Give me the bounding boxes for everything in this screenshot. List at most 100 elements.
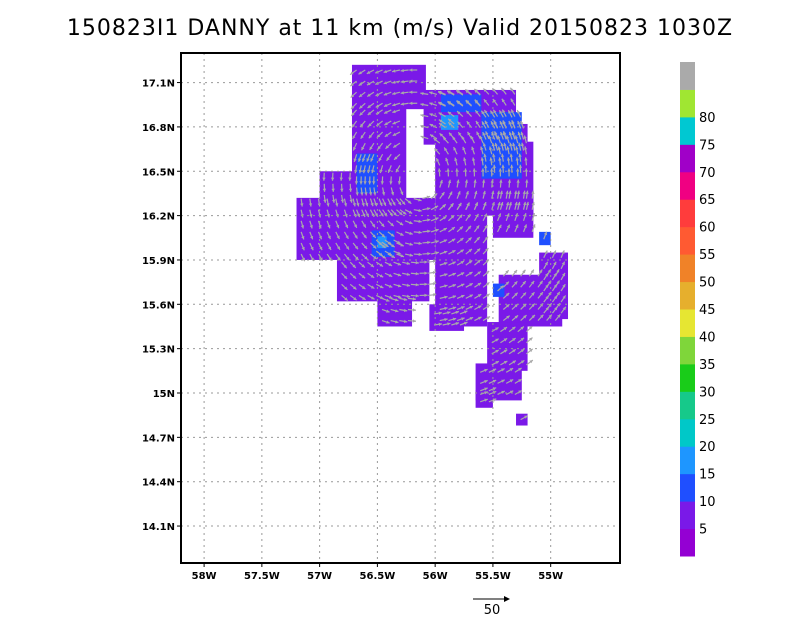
wind-vector-269 bbox=[343, 220, 349, 229]
wind-vector-370 bbox=[393, 272, 402, 277]
wind-vector-298 bbox=[387, 231, 395, 238]
wind-vector-336 bbox=[331, 183, 335, 192]
wind-vector-131 bbox=[381, 187, 386, 196]
wind-vector-521 bbox=[560, 306, 567, 314]
wind-vector-546 bbox=[459, 310, 468, 315]
wind-vector-1 bbox=[350, 91, 358, 98]
wind-vector-34 bbox=[420, 113, 429, 118]
wind-vector-311 bbox=[404, 220, 413, 225]
wind-vector-281 bbox=[361, 220, 367, 228]
wind-vector-457 bbox=[496, 190, 501, 199]
wind-vector-234 bbox=[523, 146, 528, 155]
wind-vector-639 bbox=[517, 131, 522, 140]
wind-vector-163 bbox=[435, 157, 441, 166]
wind-vector-558 bbox=[508, 326, 516, 333]
wind-vector-301 bbox=[387, 198, 393, 206]
wind-vector-342 bbox=[348, 183, 353, 192]
wind-vector-556 bbox=[508, 348, 517, 355]
wind-vector-363 bbox=[375, 261, 384, 267]
wind-vector-601 bbox=[393, 239, 401, 245]
wind-vector-7 bbox=[358, 69, 366, 75]
wind-vector-120 bbox=[373, 198, 378, 207]
wind-vector-423 bbox=[465, 294, 474, 299]
wind-vector-237 bbox=[300, 242, 305, 251]
wind-vector-553 bbox=[500, 337, 508, 344]
wind-vector-407 bbox=[448, 226, 456, 233]
wind-vector-213 bbox=[497, 146, 502, 155]
wind-vector-330 bbox=[430, 205, 439, 211]
wind-vector-148 bbox=[383, 109, 392, 114]
wind-vector-638 bbox=[517, 142, 522, 151]
wind-vector-254 bbox=[326, 253, 333, 262]
wind-vector-470 bbox=[531, 224, 536, 233]
wind-vector-265 bbox=[335, 198, 339, 207]
wind-vector-33 bbox=[420, 124, 429, 129]
wind-vector-0 bbox=[350, 102, 358, 110]
wind-vector-19 bbox=[383, 69, 392, 74]
wind-vector-285 bbox=[370, 242, 377, 249]
wind-vector-246 bbox=[309, 209, 313, 218]
wind-vector-571 bbox=[488, 379, 497, 384]
wind-vector-468 bbox=[522, 201, 527, 210]
wind-vector-13 bbox=[375, 91, 383, 97]
wind-vector-11 bbox=[366, 69, 375, 75]
wind-vector-517 bbox=[551, 283, 558, 292]
wind-vector-562 bbox=[517, 326, 525, 333]
wind-vector-627 bbox=[500, 131, 504, 140]
wind-vector-38 bbox=[429, 123, 438, 129]
wind-vector-3 bbox=[349, 69, 357, 76]
wind-vector-155 bbox=[392, 142, 401, 149]
wind-vector-251 bbox=[317, 220, 322, 229]
wind-vector-71 bbox=[482, 88, 490, 95]
wind-vector-573 bbox=[497, 390, 506, 396]
wind-vector-412 bbox=[456, 294, 465, 299]
wind-vector-20 bbox=[392, 102, 401, 107]
colorbar-segment-15 bbox=[680, 116, 695, 145]
wind-vector-300 bbox=[387, 209, 394, 217]
wind-vector-263 bbox=[335, 220, 340, 229]
wind-vector-459 bbox=[505, 213, 510, 221]
wind-vector-241 bbox=[300, 198, 304, 207]
wind-vector-6 bbox=[358, 80, 366, 87]
wind-vector-329 bbox=[430, 217, 439, 222]
wind-vector-452 bbox=[482, 213, 488, 222]
colorbar-label-6: 35 bbox=[699, 358, 716, 373]
wind-vector-379 bbox=[410, 261, 419, 265]
wind-vector-454 bbox=[497, 224, 502, 233]
wind-vector-59 bbox=[465, 110, 472, 117]
wind-vector-604 bbox=[447, 101, 455, 107]
wind-vector-404 bbox=[448, 261, 456, 266]
wind-vector-554 bbox=[500, 326, 508, 333]
wind-vector-387 bbox=[428, 259, 437, 264]
wind-vector-378 bbox=[410, 272, 419, 276]
wind-vector-540 bbox=[433, 311, 443, 315]
wind-vector-557 bbox=[508, 337, 516, 344]
wind-vector-529 bbox=[381, 297, 390, 302]
colorbar-segment-10 bbox=[680, 254, 695, 283]
wind-vector-167 bbox=[447, 191, 453, 199]
colorbar-label-1: 10 bbox=[699, 495, 716, 510]
wind-vector-477 bbox=[502, 281, 510, 288]
wind-vector-87 bbox=[494, 142, 499, 151]
wind-vector-110 bbox=[364, 198, 369, 207]
wind-vector-566 bbox=[526, 325, 533, 333]
wind-vector-504 bbox=[554, 313, 561, 321]
wind-vector-365 bbox=[384, 283, 393, 288]
wind-vector-31 bbox=[409, 68, 418, 72]
wind-vector-295 bbox=[378, 198, 383, 207]
wind-vector-511 bbox=[543, 284, 549, 292]
wind-vector-312 bbox=[404, 209, 413, 214]
wind-vector-124 bbox=[370, 154, 375, 162]
wind-vector-32 bbox=[420, 135, 429, 140]
wind-vector-433 bbox=[474, 305, 482, 311]
wind-vector-232 bbox=[524, 168, 529, 177]
wind-vector-273 bbox=[352, 242, 359, 250]
wind-vector-64 bbox=[474, 109, 481, 117]
wind-vector-220 bbox=[506, 146, 510, 155]
wind-vector-483 bbox=[511, 269, 518, 277]
wind-vector-5 bbox=[358, 91, 366, 98]
wind-vector-30 bbox=[409, 79, 418, 83]
wind-vector-644 bbox=[438, 119, 446, 125]
wind-vector-67 bbox=[485, 131, 490, 139]
